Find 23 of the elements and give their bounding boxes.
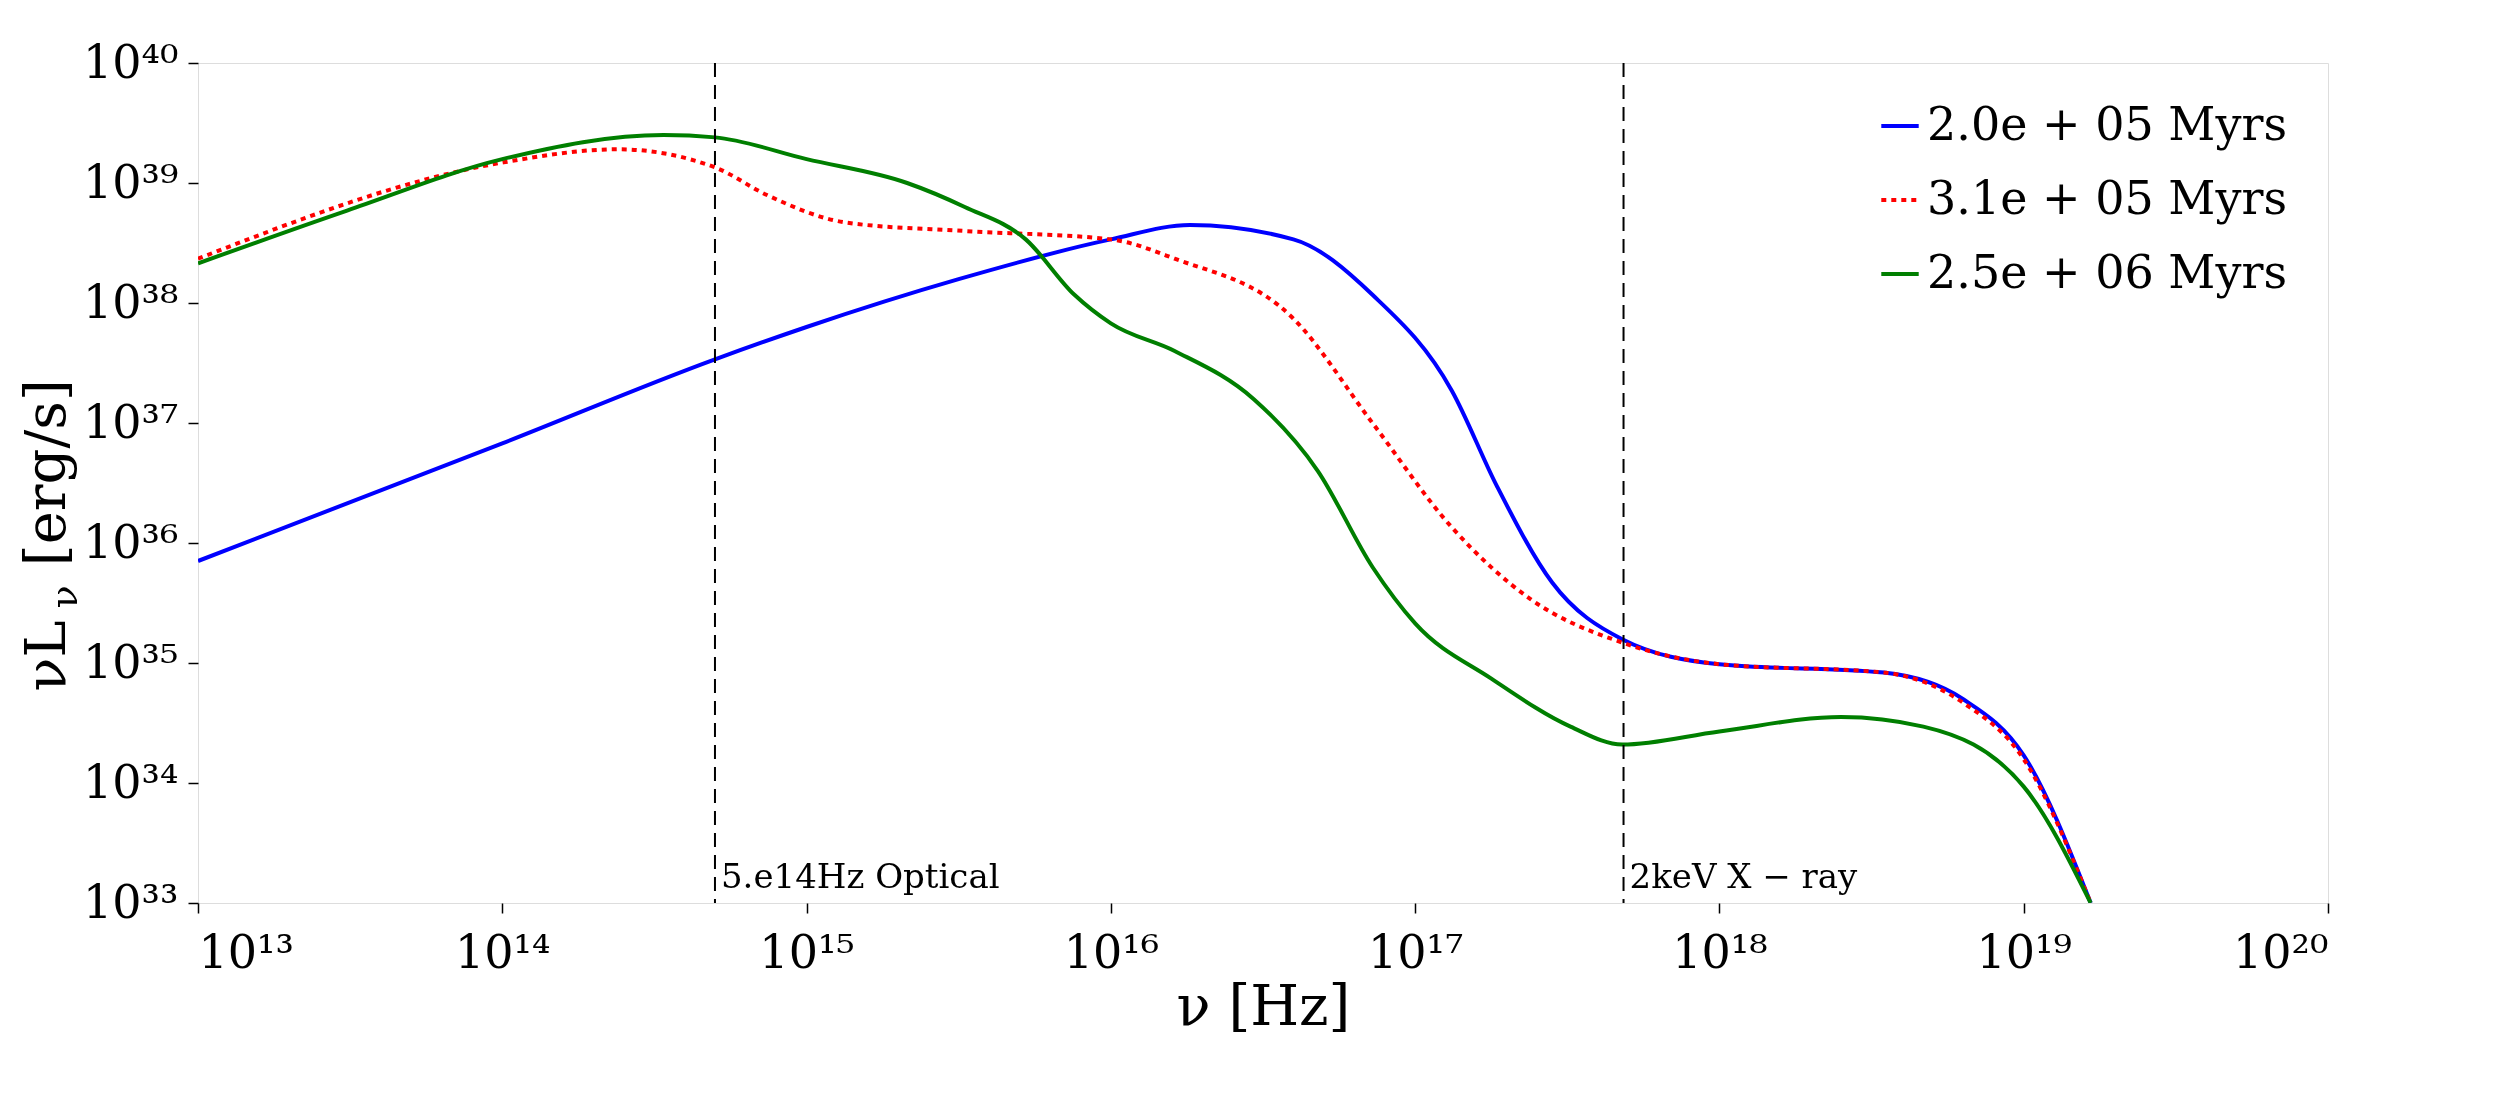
x-tick-label: 10¹⁹ [1976,924,2072,979]
y-axis-title: νLν [erg/s] [13,379,86,692]
x-tick-label: 10¹⁶ [1063,924,1160,979]
x-tick-label: 10¹⁴ [455,924,551,979]
legend-label: 2.5e + 06 Myrs [1927,245,2288,299]
x-tick-label: 10¹⁷ [1367,924,1464,979]
legend-label: 3.1e + 05 Myrs [1927,171,2288,225]
y-tick-label: 10³⁵ [83,634,179,689]
x-tick-label: 10¹⁸ [1672,924,1768,979]
ref-line-label: 5.e14Hz Optical [720,856,1000,896]
y-tick-label: 10⁴⁰ [83,34,179,89]
y-tick-label: 10³⁴ [83,754,179,809]
y-tick-label: 10³⁶ [83,514,179,569]
x-tick-label: 10²⁰ [2233,924,2329,979]
y-tick-label: 10³⁸ [83,274,179,329]
x-tick-label: 10¹⁵ [759,924,855,979]
legend-label: 2.0e + 05 Myrs [1927,97,2288,151]
x-axis-title: ν [Hz] [1176,972,1351,1038]
x-tick-label: 10¹³ [198,924,294,979]
y-tick-label: 10³³ [83,874,179,929]
ref-line-label: 2keV X − ray [1629,856,1859,896]
y-tick-label: 10³⁹ [83,154,179,209]
y-tick-label: 10³⁷ [83,394,179,449]
